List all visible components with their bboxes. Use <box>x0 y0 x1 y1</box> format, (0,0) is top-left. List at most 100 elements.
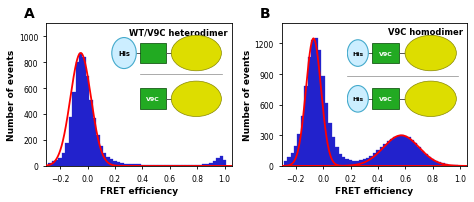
Bar <box>62 153 65 166</box>
Bar <box>113 161 117 166</box>
Bar <box>216 158 219 166</box>
Y-axis label: Number of events: Number of events <box>7 50 16 140</box>
Bar <box>428 157 431 166</box>
Bar <box>335 147 338 166</box>
Bar <box>58 158 62 166</box>
Bar <box>328 123 332 166</box>
Bar <box>69 117 72 166</box>
Bar <box>380 147 383 166</box>
Bar <box>424 155 428 166</box>
Bar <box>206 164 209 166</box>
Bar <box>75 63 79 166</box>
Bar <box>96 135 100 166</box>
Bar <box>134 164 137 166</box>
Bar <box>349 161 352 166</box>
Bar <box>410 140 414 166</box>
Bar <box>100 146 103 166</box>
Bar <box>189 165 192 166</box>
Bar <box>130 164 134 166</box>
Bar <box>117 162 120 166</box>
Bar <box>332 138 335 166</box>
Bar <box>352 161 356 166</box>
Text: WT/V9C heterodimer: WT/V9C heterodimer <box>129 28 228 37</box>
Bar <box>369 156 373 166</box>
Bar <box>48 164 52 166</box>
Bar <box>366 158 369 166</box>
Bar <box>137 165 141 166</box>
Bar <box>223 160 227 166</box>
Bar <box>185 165 189 166</box>
Bar <box>127 164 130 166</box>
Bar <box>110 160 113 166</box>
Bar <box>390 139 393 166</box>
Bar <box>301 116 304 166</box>
Bar <box>199 165 202 166</box>
Bar <box>202 165 206 166</box>
Bar <box>147 165 151 166</box>
Bar <box>172 165 175 166</box>
Bar <box>86 77 89 166</box>
Bar <box>342 158 346 166</box>
Bar <box>359 161 363 166</box>
Bar <box>103 153 106 166</box>
Bar <box>376 150 380 166</box>
Bar <box>65 143 69 166</box>
Bar <box>79 54 82 166</box>
Bar <box>400 136 404 166</box>
Bar <box>455 165 458 166</box>
Bar <box>124 164 127 166</box>
Bar <box>82 58 86 166</box>
Bar <box>383 144 386 166</box>
Bar <box>315 39 318 166</box>
Bar <box>418 147 421 166</box>
Bar <box>89 100 93 166</box>
Bar <box>404 136 407 166</box>
Bar <box>141 165 144 166</box>
Bar <box>311 41 315 166</box>
Bar <box>164 165 168 166</box>
Bar <box>452 165 455 166</box>
Bar <box>407 138 410 166</box>
Bar <box>294 146 297 166</box>
X-axis label: FRET efficiency: FRET efficiency <box>100 186 178 195</box>
Bar <box>72 93 75 166</box>
Bar <box>414 144 418 166</box>
Bar <box>338 154 342 166</box>
Bar <box>318 50 321 166</box>
Bar <box>356 161 359 166</box>
Bar <box>168 165 172 166</box>
Bar <box>287 157 291 166</box>
Text: B: B <box>260 7 270 21</box>
Bar <box>55 160 58 166</box>
Bar <box>219 156 223 166</box>
Bar <box>448 165 452 166</box>
Bar <box>325 103 328 166</box>
Bar <box>438 163 441 166</box>
Bar <box>435 161 438 166</box>
Bar <box>431 160 435 166</box>
Bar <box>213 162 216 166</box>
Bar <box>373 154 376 166</box>
Bar <box>151 165 155 166</box>
Bar <box>321 77 325 166</box>
Bar <box>175 165 178 166</box>
Bar <box>304 87 308 166</box>
Bar <box>93 118 96 166</box>
Bar <box>346 160 349 166</box>
Bar <box>144 165 147 166</box>
Bar <box>363 160 366 166</box>
Bar <box>106 157 110 166</box>
Bar <box>178 165 182 166</box>
Bar <box>52 162 55 166</box>
Bar <box>445 164 448 166</box>
Bar <box>209 164 213 166</box>
Text: A: A <box>24 7 35 21</box>
Bar <box>308 57 311 166</box>
Bar <box>421 151 424 166</box>
Bar <box>192 165 195 166</box>
Y-axis label: Number of events: Number of events <box>243 50 252 140</box>
Text: V9C homodimer: V9C homodimer <box>388 28 464 37</box>
Bar <box>397 136 400 166</box>
Bar <box>393 137 397 166</box>
Bar <box>284 161 287 166</box>
